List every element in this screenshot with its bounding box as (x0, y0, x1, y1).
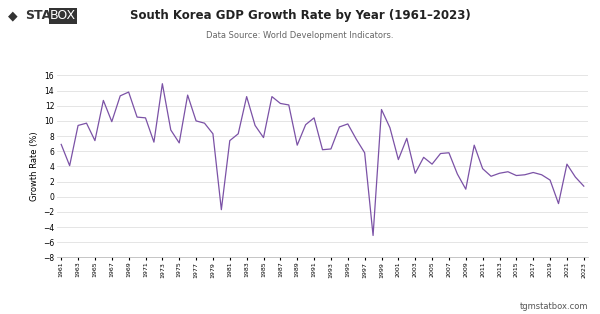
Text: Data Source: World Development Indicators.: Data Source: World Development Indicator… (206, 31, 394, 41)
Text: BOX: BOX (50, 9, 76, 22)
Y-axis label: Growth Rate (%): Growth Rate (%) (30, 132, 39, 201)
Text: tgmstatbox.com: tgmstatbox.com (520, 302, 588, 311)
Text: STAT: STAT (25, 9, 59, 22)
Text: BOX: BOX (50, 9, 76, 22)
Text: South Korea GDP Growth Rate by Year (1961–2023): South Korea GDP Growth Rate by Year (196… (130, 9, 470, 22)
Text: ◆: ◆ (8, 9, 17, 22)
